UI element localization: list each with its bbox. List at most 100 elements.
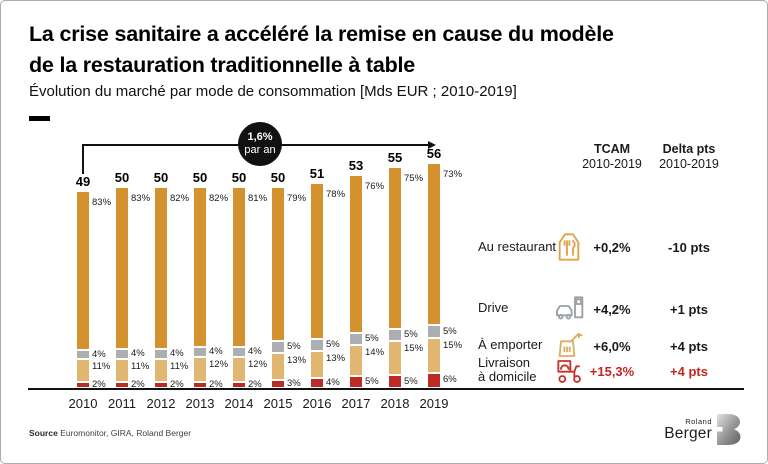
bar-pct-label-2010-3: 2% — [92, 379, 106, 391]
bar-segment-2017-2 — [350, 346, 362, 375]
bar-pct-label-2015-2: 13% — [287, 355, 307, 367]
bar-pct-label-2015-3: 3% — [287, 378, 301, 390]
bar-pct-label-2014-1: 4% — [248, 345, 262, 357]
bar-pct-label-2016-1: 5% — [326, 338, 340, 350]
bar-pct-label-2013-3: 2% — [209, 379, 223, 391]
bar-segment-2011-1 — [116, 350, 128, 358]
tcam-column-header: TCAM 2010-2019 — [567, 142, 657, 172]
bar-segment-2018-2 — [389, 342, 401, 375]
restaurant-icon — [552, 230, 586, 269]
bar-pct-label-2019-0: 73% — [443, 169, 463, 181]
bar-total-label-2016: 51 — [309, 166, 325, 182]
bar-pct-label-2012-0: 82% — [170, 193, 190, 204]
bar-segment-2016-3 — [311, 379, 323, 387]
logo-text: Roland Berger — [664, 416, 712, 442]
bar-pct-label-2011-1: 4% — [131, 348, 145, 360]
bar-segment-2012-3 — [155, 383, 167, 387]
bar-segment-2015-1 — [272, 342, 284, 353]
bar-segment-2014-1 — [233, 347, 245, 356]
bar-segment-2019-1 — [428, 326, 440, 337]
legend-label-drive: Drive — [478, 300, 509, 315]
bar-pct-label-2018-3: 5% — [404, 375, 418, 387]
year-label-2017: 2017 — [341, 396, 371, 411]
growth-badge-unit: par an — [244, 144, 276, 156]
bar-total-label-2019: 56 — [426, 146, 442, 162]
bar-segment-2010-0 — [77, 191, 89, 349]
bar-segment-2014-3 — [233, 383, 245, 387]
bar-pct-label-2019-3: 6% — [443, 374, 457, 386]
bar-segment-2011-0 — [116, 188, 128, 349]
bar-segment-2013-0 — [194, 188, 206, 347]
bar-segment-2013-1 — [194, 348, 206, 356]
year-label-2012: 2012 — [146, 396, 176, 411]
bar-pct-label-2018-2: 15% — [404, 343, 424, 355]
legend-label-livraison: Livraison à domicile — [478, 356, 558, 384]
bar-segment-2013-3 — [194, 383, 206, 387]
bar-pct-label-2016-0: 78% — [326, 189, 346, 201]
year-label-2015: 2015 — [263, 396, 293, 411]
bar-pct-label-2017-2: 14% — [365, 347, 385, 359]
arrow-head-icon — [428, 141, 436, 149]
bar-total-label-2015: 50 — [270, 170, 286, 185]
bar-segment-2019-3 — [428, 373, 440, 387]
bar-segment-2017-1 — [350, 333, 362, 345]
bar-pct-label-2018-1: 5% — [404, 329, 418, 341]
bar-total-label-2012: 50 — [153, 170, 169, 185]
bar-total-label-2018: 55 — [387, 150, 403, 166]
bar-pct-label-2012-1: 4% — [170, 347, 184, 359]
bar-segment-2011-2 — [116, 359, 128, 382]
tcam-value-emporter: +6,0% — [593, 339, 631, 354]
tcam-value-drive: +4,2% — [593, 302, 631, 317]
bar-pct-label-2019-1: 5% — [443, 325, 457, 337]
bar-pct-label-2010-2: 11% — [92, 361, 111, 373]
bar-total-label-2013: 50 — [192, 170, 208, 185]
growth-badge-value: 1,6% — [247, 131, 273, 143]
bar-pct-label-2014-3: 2% — [248, 379, 262, 391]
bar-pct-label-2016-3: 4% — [326, 377, 340, 389]
delta-value-restaurant: -10 pts — [668, 240, 710, 255]
year-label-2018: 2018 — [380, 396, 410, 411]
bar-segment-2019-0 — [428, 164, 440, 325]
delta-value-emporter: +4 pts — [670, 339, 708, 354]
delta-value-livraison: +4 pts — [670, 364, 708, 379]
bar-pct-label-2011-3: 2% — [131, 379, 145, 391]
bar-segment-2013-2 — [194, 357, 206, 382]
bar-segment-2017-3 — [350, 376, 362, 387]
source-note: Source Euromonitor, GIRA, Roland Berger — [29, 428, 191, 438]
chart-subtitle: Évolution du marché par mode de consomma… — [29, 83, 517, 100]
bar-pct-label-2010-1: 4% — [92, 348, 106, 360]
year-label-2016: 2016 — [302, 396, 332, 411]
bar-segment-2014-0 — [233, 188, 245, 346]
logo-line2: Berger — [664, 425, 712, 442]
year-label-2013: 2013 — [185, 396, 215, 411]
tcam-header-line1: TCAM — [593, 142, 631, 156]
bar-pct-label-2012-2: 11% — [170, 360, 189, 372]
bar-pct-label-2017-3: 5% — [365, 375, 379, 387]
bar-pct-label-2013-0: 82% — [209, 193, 229, 204]
bar-pct-label-2018-0: 75% — [404, 173, 424, 185]
bar-total-label-2010: 49 — [75, 173, 91, 189]
delivery-icon — [552, 353, 586, 390]
bar-pct-label-2011-2: 11% — [131, 360, 150, 372]
logo-line1: Roland — [685, 416, 712, 426]
livraison-label-line2: à domicile — [478, 369, 537, 384]
bar-segment-2019-2 — [428, 338, 440, 372]
bar-segment-2012-2 — [155, 359, 167, 382]
bar-segment-2015-0 — [272, 188, 284, 341]
roland-berger-logo: Roland Berger — [664, 414, 741, 445]
bar-segment-2016-1 — [311, 339, 323, 350]
source-label: Source — [29, 428, 58, 438]
bar-pct-label-2011-0: 83% — [131, 193, 151, 204]
bar-pct-label-2013-2: 12% — [209, 358, 229, 370]
tcam-value-restaurant: +0,2% — [593, 240, 631, 255]
delta-column-header: Delta pts 2010-2019 — [644, 142, 734, 172]
growth-badge: 1,6% par an — [238, 122, 282, 166]
bar-pct-label-2019-2: 15% — [443, 339, 463, 351]
tcam-header-line2: 2010-2019 — [582, 157, 642, 171]
bar-pct-label-2012-3: 2% — [170, 379, 184, 391]
bar-pct-label-2015-1: 5% — [287, 341, 301, 353]
year-label-2014: 2014 — [224, 396, 254, 411]
delta-header-line2: 2010-2019 — [659, 157, 719, 171]
bar-pct-label-2014-2: 12% — [248, 358, 268, 370]
source-text: Euromonitor, GIRA, Roland Berger — [60, 428, 192, 438]
